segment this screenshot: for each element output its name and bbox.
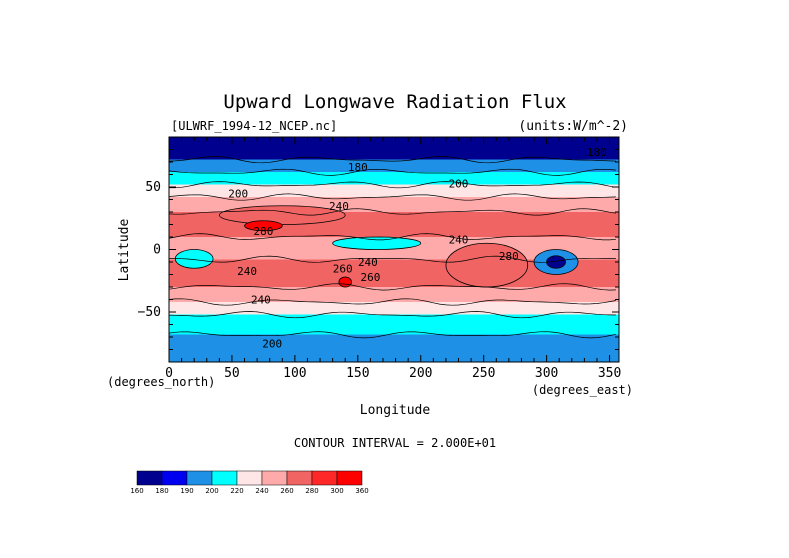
contour-label: 260	[360, 271, 380, 284]
file-label: [ULWRF_1994-12_NCEP.nc]	[171, 119, 337, 133]
axis-ticks: 0 50 100 150 200 250 300 350 −50 0 50	[138, 136, 621, 381]
contour-label: 240	[329, 200, 349, 213]
x-tick-label: 200	[409, 366, 432, 381]
colorbar-swatch	[161, 470, 188, 486]
colorbar-tick-label: 160	[130, 487, 143, 495]
contour-label: 200	[228, 187, 248, 200]
zonal-band	[169, 287, 619, 302]
y-unit-label: (degrees_north)	[107, 375, 215, 389]
x-tick-label: 300	[535, 366, 558, 381]
x-tick-label: 100	[283, 366, 306, 381]
x-tick-label: 150	[346, 366, 369, 381]
colorbar-tick-label: 360	[355, 487, 368, 495]
field-feature-hot	[244, 220, 283, 232]
contour-line	[169, 193, 616, 201]
colorbar-tick-label: 220	[230, 487, 243, 495]
contour-label: 280	[253, 225, 273, 238]
x-tick-label: 250	[472, 366, 495, 381]
colorbar-tick-label: 260	[280, 487, 293, 495]
colorbar-swatch	[186, 470, 213, 486]
field-layer	[169, 137, 619, 362]
contour-line	[169, 181, 616, 189]
colorbar-tick-label: 190	[180, 487, 193, 495]
contour-layer: 180 180 200 200 240 240 280 240 240 260 260 280 240 2…	[169, 146, 616, 350]
x-unit-label: (degrees_east)	[532, 383, 633, 397]
zonal-band	[169, 302, 619, 315]
y-tick-label: 0	[153, 243, 161, 258]
field-feature-warm	[218, 205, 346, 225]
contour-label: 240	[358, 256, 378, 269]
zonal-band	[169, 172, 619, 185]
x-tick-label: 0	[165, 366, 173, 381]
colorbar-swatch	[286, 470, 313, 486]
colorbar-swatch	[211, 470, 238, 486]
contour-line	[169, 298, 616, 306]
colorbar: 160 180 190 200 220 240 260 280 300 360	[130, 470, 369, 495]
y-axis-label: Latitude	[117, 219, 132, 282]
y-tick-label: 50	[145, 180, 161, 195]
zonal-band	[169, 159, 619, 172]
contour-line	[169, 255, 616, 263]
units-label: (units:W/m^-2)	[518, 119, 628, 134]
zonal-band	[169, 314, 619, 335]
contour-label: 200	[262, 337, 282, 350]
colorbar-tick-label: 180	[155, 487, 168, 495]
contour-interval-label: CONTOUR INTERVAL = 2.000E+01	[294, 436, 496, 450]
contour-label: 180	[348, 161, 368, 174]
colorbar-swatch	[236, 470, 263, 486]
contour-line	[169, 233, 616, 241]
colorbar-swatch	[336, 470, 363, 486]
x-axis-label: Longitude	[360, 403, 431, 418]
field-feature-hot	[338, 276, 352, 288]
colorbar-tick-label: 300	[330, 487, 343, 495]
contour-line	[169, 156, 616, 164]
zonal-band	[169, 334, 619, 362]
colorbar-tick-label: 240	[255, 487, 268, 495]
contour-label: 180	[587, 146, 607, 159]
contour-label: 260	[333, 262, 353, 275]
y-tick-label: −50	[138, 305, 161, 320]
colorbar-tick-label: 280	[305, 487, 318, 495]
field-feature-cold	[174, 249, 214, 269]
x-tick-label: 350	[598, 366, 621, 381]
contour-line	[169, 311, 616, 319]
colorbar-swatch	[311, 470, 338, 486]
contour-line	[169, 168, 616, 176]
x-tick-label: 50	[224, 366, 240, 381]
zonal-band	[169, 137, 619, 160]
contour-label: 240	[251, 294, 271, 307]
chart-title: Upward Longwave Radiation Flux	[223, 91, 566, 113]
contour-label: 240	[237, 265, 257, 278]
colorbar-swatch	[261, 470, 288, 486]
colorbar-swatch	[136, 470, 163, 486]
contour-label: 200	[449, 177, 469, 190]
contour-line	[169, 331, 616, 339]
colorbar-tick-label: 200	[205, 487, 218, 495]
contour-line	[169, 208, 616, 216]
field-feature-cold	[332, 236, 422, 250]
contour-label: 280	[499, 250, 519, 263]
contour-label: 240	[449, 234, 469, 247]
contour-line	[169, 283, 616, 291]
